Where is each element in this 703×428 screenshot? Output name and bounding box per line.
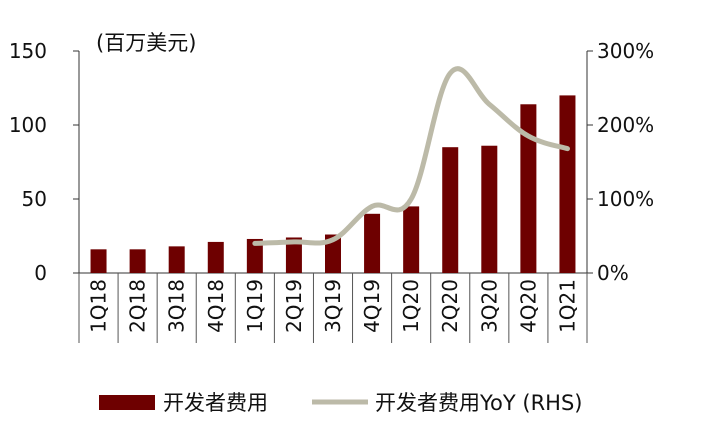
legend-bar-label: 开发者费用 — [163, 391, 268, 415]
series-line — [252, 66, 570, 246]
left-axis-tick-label: 50 — [22, 187, 47, 211]
x-axis-category-label: 3Q19 — [321, 279, 345, 333]
x-axis-category-label: 1Q19 — [243, 279, 267, 333]
left-axis-tick-label: 100 — [9, 113, 47, 137]
bar — [325, 234, 341, 273]
x-axis-category-label: 1Q20 — [399, 279, 423, 333]
bar — [207, 241, 224, 273]
right-axis-tick-label: 0% — [597, 261, 629, 285]
left-axis-tick-label: 150 — [9, 39, 47, 63]
axes — [73, 50, 593, 343]
bar — [442, 147, 459, 273]
x-axis-category-label: 4Q20 — [516, 279, 540, 333]
bar — [285, 237, 302, 273]
unit-label: (百万美元) — [96, 31, 196, 55]
right-axis-tick-label: 100% — [597, 187, 654, 211]
bar — [129, 249, 146, 273]
bar — [520, 104, 537, 273]
left-axis-tick-label: 0 — [34, 261, 47, 285]
x-axis-category-label: 3Q20 — [477, 279, 501, 333]
bar-series — [90, 95, 576, 274]
bar — [90, 249, 107, 273]
bar — [168, 246, 185, 273]
line-series — [252, 66, 570, 246]
right-axis-tick-label: 200% — [597, 113, 654, 137]
x-axis-category-label: 2Q20 — [438, 279, 462, 333]
x-axis-category-label: 3Q18 — [165, 279, 189, 333]
bar — [559, 95, 576, 274]
legend: 开发者费用 开发者费用YoY (RHS) — [99, 391, 583, 415]
bar — [246, 238, 263, 273]
legend-bar-swatch — [99, 395, 155, 410]
bar — [403, 206, 420, 273]
legend-line-label: 开发者费用YoY (RHS) — [375, 391, 583, 415]
bar — [364, 213, 381, 273]
bar — [481, 145, 498, 273]
x-axis-category-label: 1Q21 — [555, 279, 579, 333]
labels: 0 50 100 150 0% 100% 200% 300% 1Q18 2Q18 3Q18 4Q18 1… — [9, 39, 654, 333]
x-axis-category-label: 1Q18 — [87, 279, 111, 333]
x-axis-category-label: 4Q18 — [204, 279, 228, 333]
x-axis-category-label: 2Q18 — [126, 279, 150, 333]
x-axis-category-label: 4Q19 — [360, 279, 384, 333]
x-axis-category-label: 2Q19 — [282, 279, 306, 333]
right-axis-tick-label: 300% — [597, 39, 654, 63]
